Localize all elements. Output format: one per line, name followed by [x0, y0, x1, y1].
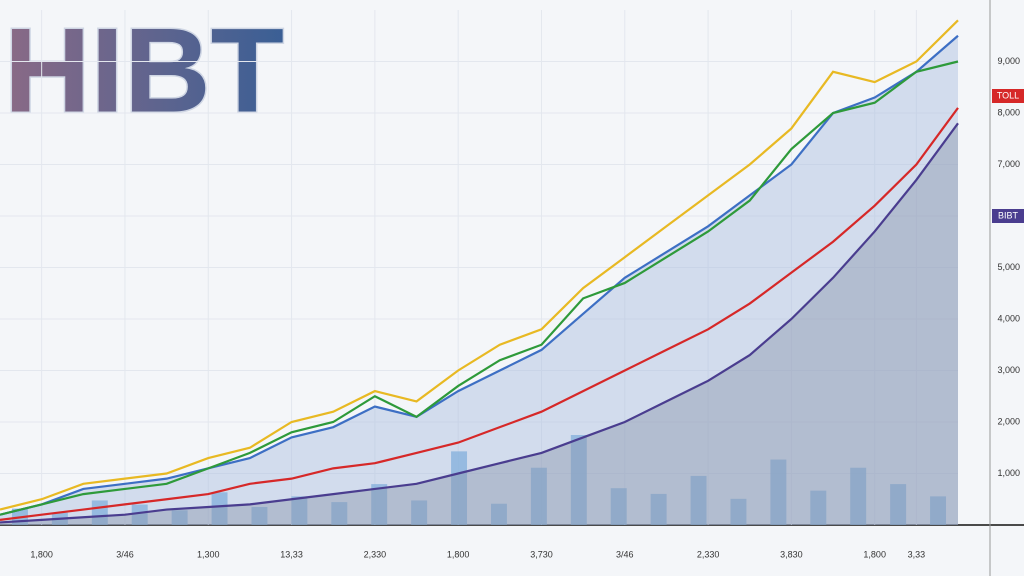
series-line — [0, 122, 959, 524]
series-line — [0, 60, 959, 516]
x-tick-label: 3,730 — [530, 549, 553, 559]
x-tick-label: 3,830 — [780, 549, 803, 559]
volume-bar — [530, 467, 547, 525]
y-tick-label: 5,000 — [997, 262, 1020, 272]
volume-bar — [690, 475, 707, 525]
series-area — [0, 35, 958, 525]
volume-bar — [650, 493, 667, 525]
legend-label: BIBT — [998, 210, 1019, 220]
y-tick-label: 1,000 — [997, 468, 1020, 478]
volume-bar — [171, 510, 188, 525]
volume-bar — [770, 459, 787, 525]
legend-tag — [992, 209, 1024, 223]
x-tick-label: 13,33 — [280, 549, 303, 559]
volume-bar — [411, 500, 428, 525]
x-tick-label: 3/46 — [116, 549, 134, 559]
volume-bar — [451, 451, 468, 525]
y-tick-label: 3,000 — [997, 365, 1020, 375]
volume-bar — [810, 490, 827, 525]
series-line — [0, 34, 959, 516]
volume-bar — [930, 496, 947, 525]
volume-bar — [570, 435, 587, 525]
volume-bar — [490, 503, 507, 525]
legend-tag — [992, 89, 1024, 103]
x-tick-label: 1,800 — [30, 549, 53, 559]
volume-bar — [211, 492, 228, 525]
series-area — [0, 123, 958, 526]
x-tick-label: 2,330 — [697, 549, 720, 559]
volume-bar — [131, 504, 148, 525]
chart-title: HIBT — [4, 4, 284, 138]
y-tick-label: 9,000 — [997, 56, 1020, 66]
legend-label: TOLL — [997, 90, 1019, 100]
x-tick-label: 1,800 — [447, 549, 470, 559]
volume-bar — [850, 467, 867, 525]
volume-bar — [251, 507, 268, 525]
volume-bar — [730, 498, 747, 525]
series-line — [0, 107, 959, 521]
y-tick-label: 4,000 — [997, 313, 1020, 323]
y-tick-label: 8,000 — [997, 107, 1020, 117]
y-tick-label: 2,000 — [997, 416, 1020, 426]
x-tick-label: 1,800 — [863, 549, 886, 559]
volume-bar — [331, 502, 348, 525]
y-tick-label: 7,000 — [997, 159, 1020, 169]
x-tick-label: 3/46 — [616, 549, 634, 559]
volume-bar — [890, 484, 907, 525]
x-tick-label: 1,300 — [197, 549, 220, 559]
volume-bar — [291, 496, 308, 525]
x-tick-label: 2,330 — [364, 549, 387, 559]
volume-bar — [610, 488, 627, 525]
series-line — [0, 19, 959, 511]
volume-bar — [371, 484, 388, 525]
x-tick-label: 3,33 — [908, 549, 926, 559]
